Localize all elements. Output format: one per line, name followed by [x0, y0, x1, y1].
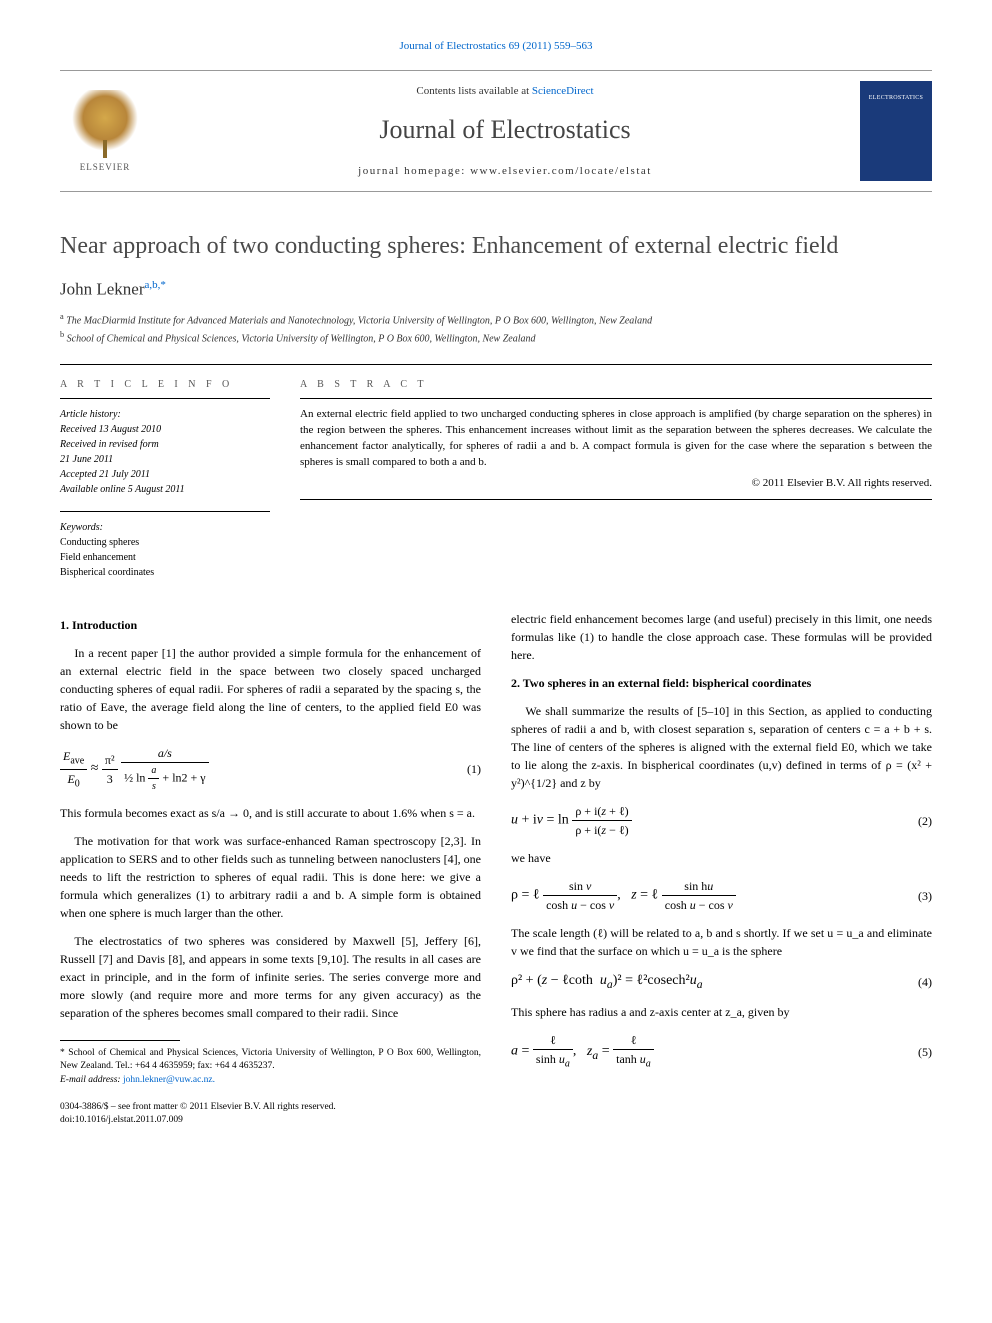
front-matter-line: 0304-3886/$ – see front matter © 2011 El… [60, 1101, 481, 1114]
history-header: Article history: [60, 407, 270, 422]
elsevier-label: ELSEVIER [80, 162, 131, 172]
affil-sup: a [60, 312, 64, 321]
masthead: ELSEVIER Contents lists available at Sci… [60, 70, 932, 192]
body-column-left: 1. Introduction In a recent paper [1] th… [60, 610, 481, 1127]
article-title: Near approach of two conducting spheres:… [60, 232, 932, 261]
homepage-prefix: journal homepage: [358, 165, 470, 177]
history-line: Accepted 21 July 2011 [60, 467, 270, 482]
history-line: Received 13 August 2010 [60, 422, 270, 437]
article-info-sidebar: A R T I C L E I N F O Article history: R… [60, 379, 270, 580]
homepage-url[interactable]: www.elsevier.com/locate/elstat [470, 165, 652, 177]
divider [60, 364, 932, 365]
contents-prefix: Contents lists available at [416, 85, 531, 97]
affiliations: a The MacDiarmid Institute for Advanced … [60, 311, 932, 346]
divider [60, 398, 270, 399]
equation-number: (1) [451, 760, 481, 778]
equation-body: ρ² + (z − ℓcoth ua)² = ℓ²cosech²ua [511, 970, 902, 993]
equation-body: ρ = ℓ sin vcosh u − cos v, z = ℓ sin huc… [511, 877, 902, 914]
footnotes: * School of Chemical and Physical Scienc… [60, 1047, 481, 1087]
equation-number: (4) [902, 973, 932, 991]
footer-block: 0304-3886/$ – see front matter © 2011 El… [60, 1101, 481, 1128]
paragraph: This formula becomes exact as s/a → 0, a… [60, 804, 481, 822]
equation-3: ρ = ℓ sin vcosh u − cos v, z = ℓ sin huc… [511, 877, 932, 914]
history-line: Available online 5 August 2011 [60, 482, 270, 497]
footnote-rule [60, 1040, 180, 1041]
paragraph: The motivation for that work was surface… [60, 832, 481, 922]
paragraph: electric field enhancement becomes large… [511, 610, 932, 664]
citation-line: Journal of Electrostatics 69 (2011) 559–… [60, 40, 932, 52]
paragraph: We shall summarize the results of [5–10]… [511, 702, 932, 792]
equation-body: u + iv = ln ρ + i(z + ℓ)ρ + i(z − ℓ) [511, 802, 902, 839]
equation-number: (2) [902, 812, 932, 830]
equation-number: (3) [902, 887, 932, 905]
paragraph: we have [511, 849, 932, 867]
equation-2: u + iv = ln ρ + i(z + ℓ)ρ + i(z − ℓ) (2) [511, 802, 932, 839]
equation-body: a = ℓsinh ua, za = ℓtanh ua [511, 1031, 902, 1071]
paragraph: This sphere has radius a and z-axis cent… [511, 1003, 932, 1021]
abstract-label: A B S T R A C T [300, 379, 932, 390]
abstract-copyright: © 2011 Elsevier B.V. All rights reserved… [300, 477, 932, 489]
author-name[interactable]: John Lekner [60, 279, 145, 298]
email-label: E-mail address: [60, 1075, 123, 1085]
keyword: Bispherical coordinates [60, 565, 270, 580]
elsevier-tree-icon [70, 90, 140, 160]
equation-5: a = ℓsinh ua, za = ℓtanh ua (5) [511, 1031, 932, 1071]
paragraph: The electrostatics of two spheres was co… [60, 932, 481, 1022]
body-column-right: electric field enhancement becomes large… [511, 610, 932, 1127]
abstract-column: A B S T R A C T An external electric fie… [300, 379, 932, 580]
author-email-link[interactable]: john.lekner@vuw.ac.nz. [123, 1075, 215, 1085]
divider [300, 499, 932, 500]
affiliation-row: a The MacDiarmid Institute for Advanced … [60, 311, 932, 328]
author-line: John Leknera,b,* [60, 279, 932, 300]
affil-text: School of Chemical and Physical Sciences… [67, 333, 536, 344]
paragraph: The scale length (ℓ) will be related to … [511, 924, 932, 960]
keyword: Field enhancement [60, 550, 270, 565]
equation-4: ρ² + (z − ℓcoth ua)² = ℓ²cosech²ua (4) [511, 970, 932, 993]
sciencedirect-link[interactable]: ScienceDirect [532, 85, 594, 97]
divider [300, 398, 932, 399]
section-heading: 1. Introduction [60, 616, 481, 634]
elsevier-logo[interactable]: ELSEVIER [60, 71, 150, 191]
abstract-text: An external electric field applied to tw… [300, 407, 932, 471]
article-info-label: A R T I C L E I N F O [60, 379, 270, 390]
corresponding-author-note: * School of Chemical and Physical Scienc… [60, 1047, 481, 1074]
contents-line: Contents lists available at ScienceDirec… [160, 85, 850, 97]
equation-1: EaveE0 ≈ π²3 a/s½ ln as + ln2 + γ (1) [60, 744, 481, 794]
author-affil-marks: a,b,* [145, 279, 166, 291]
journal-name: Journal of Electrostatics [160, 115, 850, 145]
homepage-line: journal homepage: www.elsevier.com/locat… [160, 165, 850, 177]
section-heading: 2. Two spheres in an external field: bis… [511, 674, 932, 692]
divider [60, 511, 270, 512]
keywords-header: Keywords: [60, 520, 270, 535]
paragraph: In a recent paper [1] the author provide… [60, 644, 481, 734]
affil-text: The MacDiarmid Institute for Advanced Ma… [66, 316, 652, 327]
keyword: Conducting spheres [60, 535, 270, 550]
affil-sup: b [60, 330, 64, 339]
affiliation-row: b School of Chemical and Physical Scienc… [60, 329, 932, 346]
equation-body: EaveE0 ≈ π²3 a/s½ ln as + ln2 + γ [60, 744, 451, 794]
history-line: 21 June 2011 [60, 452, 270, 467]
journal-cover-thumbnail[interactable] [860, 81, 932, 181]
history-line: Received in revised form [60, 437, 270, 452]
doi-line: doi:10.1016/j.elstat.2011.07.009 [60, 1114, 481, 1127]
equation-number: (5) [902, 1043, 932, 1061]
